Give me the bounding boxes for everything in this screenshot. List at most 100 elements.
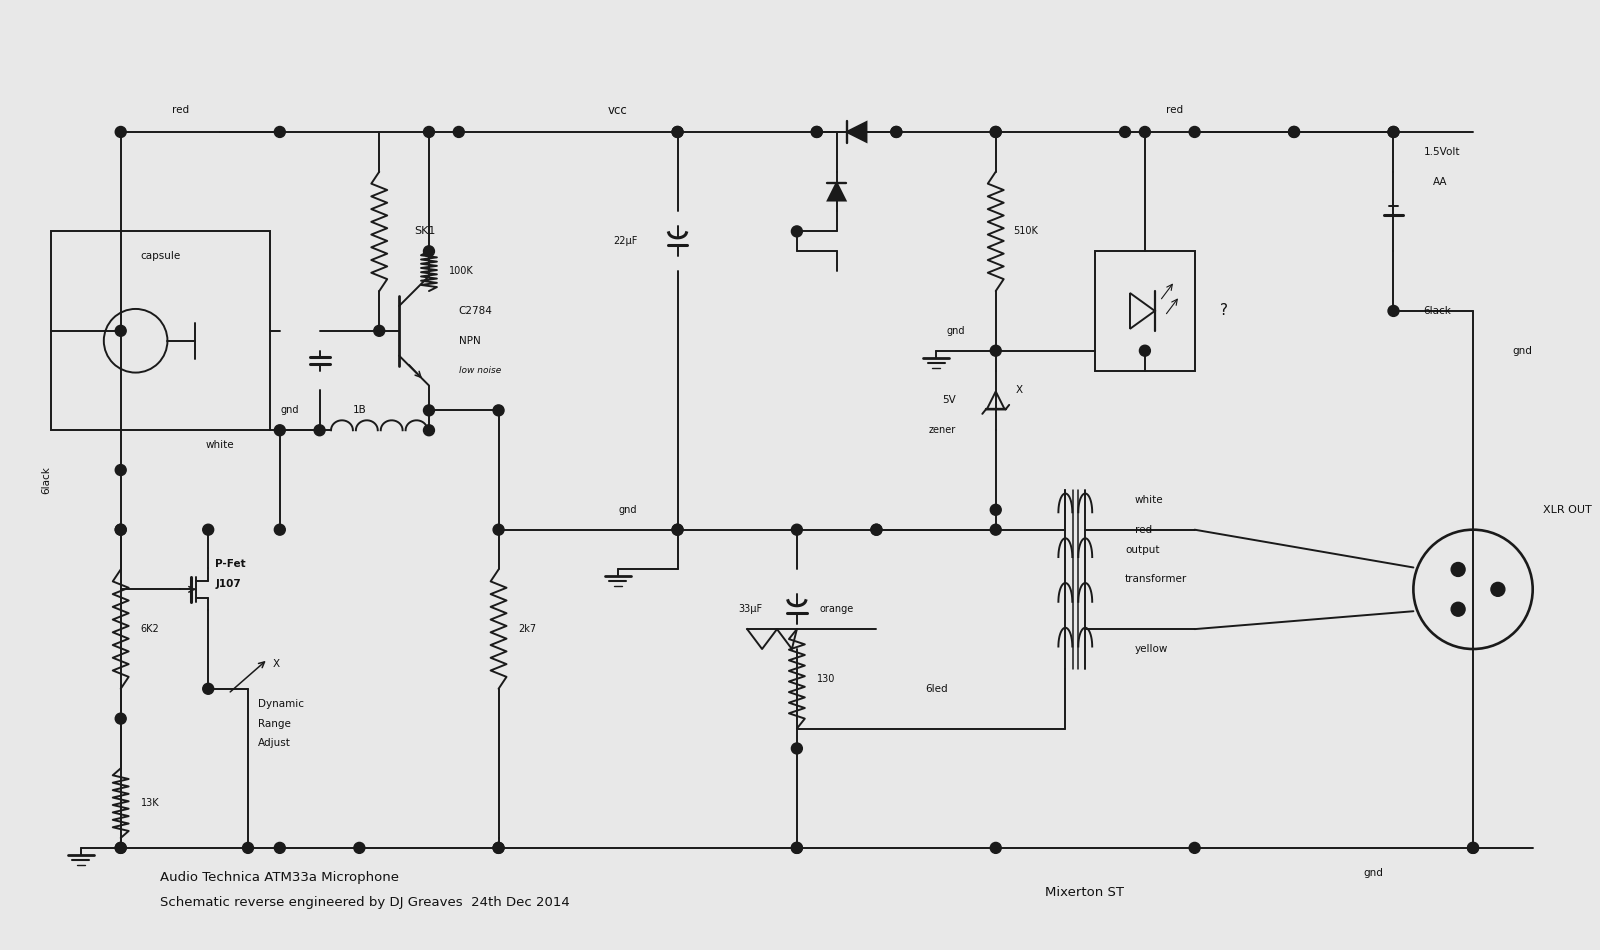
Text: Dynamic: Dynamic	[258, 698, 304, 709]
Text: 1.5Volt: 1.5Volt	[1424, 147, 1459, 157]
Text: 130: 130	[816, 674, 835, 684]
Circle shape	[891, 126, 902, 138]
Circle shape	[811, 126, 822, 138]
Circle shape	[203, 524, 214, 535]
Circle shape	[493, 405, 504, 416]
Circle shape	[990, 126, 1002, 138]
Circle shape	[493, 524, 504, 535]
Circle shape	[1288, 126, 1299, 138]
Text: 6lack: 6lack	[42, 466, 51, 494]
Circle shape	[990, 504, 1002, 515]
Circle shape	[870, 524, 882, 535]
Polygon shape	[846, 122, 867, 142]
Circle shape	[243, 843, 253, 853]
Text: Mixerton ST: Mixerton ST	[1045, 886, 1125, 899]
Circle shape	[424, 425, 435, 436]
Circle shape	[115, 126, 126, 138]
Text: gnd: gnd	[619, 504, 637, 515]
Circle shape	[891, 126, 902, 138]
Text: X: X	[274, 659, 280, 669]
Circle shape	[1120, 126, 1131, 138]
Circle shape	[115, 843, 126, 853]
Circle shape	[792, 524, 802, 535]
Circle shape	[990, 345, 1002, 356]
Text: vcc: vcc	[608, 104, 627, 117]
Text: P-Fet: P-Fet	[214, 560, 246, 569]
Circle shape	[672, 126, 683, 138]
Circle shape	[672, 126, 683, 138]
Circle shape	[115, 524, 126, 535]
Text: white: white	[206, 440, 235, 450]
Circle shape	[870, 524, 882, 535]
Circle shape	[672, 524, 683, 535]
Circle shape	[453, 126, 464, 138]
Text: 6lack: 6lack	[1424, 306, 1451, 316]
Circle shape	[115, 713, 126, 724]
Text: low noise: low noise	[459, 366, 501, 375]
Circle shape	[1491, 582, 1506, 597]
Circle shape	[1451, 562, 1466, 577]
Circle shape	[203, 683, 214, 694]
Circle shape	[115, 465, 126, 476]
Circle shape	[424, 246, 435, 256]
Circle shape	[672, 524, 683, 535]
Text: Audio Technica ATM33a Microphone: Audio Technica ATM33a Microphone	[160, 871, 400, 884]
Text: 510K: 510K	[1014, 226, 1038, 237]
Bar	[51, 232, 270, 430]
Text: C2784: C2784	[459, 306, 493, 316]
Circle shape	[493, 843, 504, 853]
Text: J107: J107	[214, 580, 242, 589]
Circle shape	[274, 843, 285, 853]
Text: orange: orange	[819, 604, 854, 615]
Text: 22μF: 22μF	[613, 237, 638, 246]
Circle shape	[424, 126, 435, 138]
Text: red: red	[1134, 524, 1152, 535]
Text: AA: AA	[1434, 177, 1448, 186]
Circle shape	[354, 843, 365, 853]
Text: 6K2: 6K2	[141, 624, 160, 635]
Text: 33μF: 33μF	[738, 604, 762, 615]
Circle shape	[792, 226, 802, 237]
Circle shape	[424, 405, 435, 416]
Circle shape	[1467, 843, 1478, 853]
Text: 2k7: 2k7	[518, 624, 536, 635]
Circle shape	[274, 524, 285, 535]
Circle shape	[274, 425, 285, 436]
Circle shape	[115, 843, 126, 853]
Circle shape	[990, 524, 1002, 535]
Text: red: red	[171, 105, 189, 115]
Circle shape	[314, 425, 325, 436]
Text: gnd: gnd	[947, 326, 965, 335]
Circle shape	[115, 325, 126, 336]
Circle shape	[792, 843, 802, 853]
Text: gnd: gnd	[1363, 867, 1384, 878]
Circle shape	[274, 126, 285, 138]
Text: XLR OUT: XLR OUT	[1542, 504, 1592, 515]
Circle shape	[1139, 126, 1150, 138]
Circle shape	[990, 843, 1002, 853]
Text: ?: ?	[1219, 303, 1227, 318]
Text: yellow: yellow	[1134, 644, 1168, 654]
Text: 5V: 5V	[942, 395, 955, 406]
Circle shape	[1389, 306, 1398, 316]
Circle shape	[1389, 126, 1398, 138]
Circle shape	[1139, 345, 1150, 356]
Text: white: white	[1134, 495, 1163, 504]
Text: 6led: 6led	[925, 684, 947, 694]
Text: X: X	[1016, 386, 1022, 395]
Circle shape	[115, 524, 126, 535]
Circle shape	[1189, 126, 1200, 138]
Circle shape	[493, 843, 504, 853]
Text: Range: Range	[258, 718, 291, 729]
Circle shape	[1467, 843, 1478, 853]
Text: Schematic reverse engineered by DJ Greaves  24th Dec 2014: Schematic reverse engineered by DJ Greav…	[160, 896, 570, 909]
Text: zener: zener	[928, 426, 955, 435]
Circle shape	[990, 126, 1002, 138]
Text: red: red	[1166, 105, 1184, 115]
Text: 1B: 1B	[352, 406, 366, 415]
Text: 100K: 100K	[450, 266, 474, 276]
Text: 13K: 13K	[141, 798, 160, 808]
Circle shape	[792, 843, 802, 853]
Bar	[1094, 251, 1195, 370]
Circle shape	[811, 126, 822, 138]
